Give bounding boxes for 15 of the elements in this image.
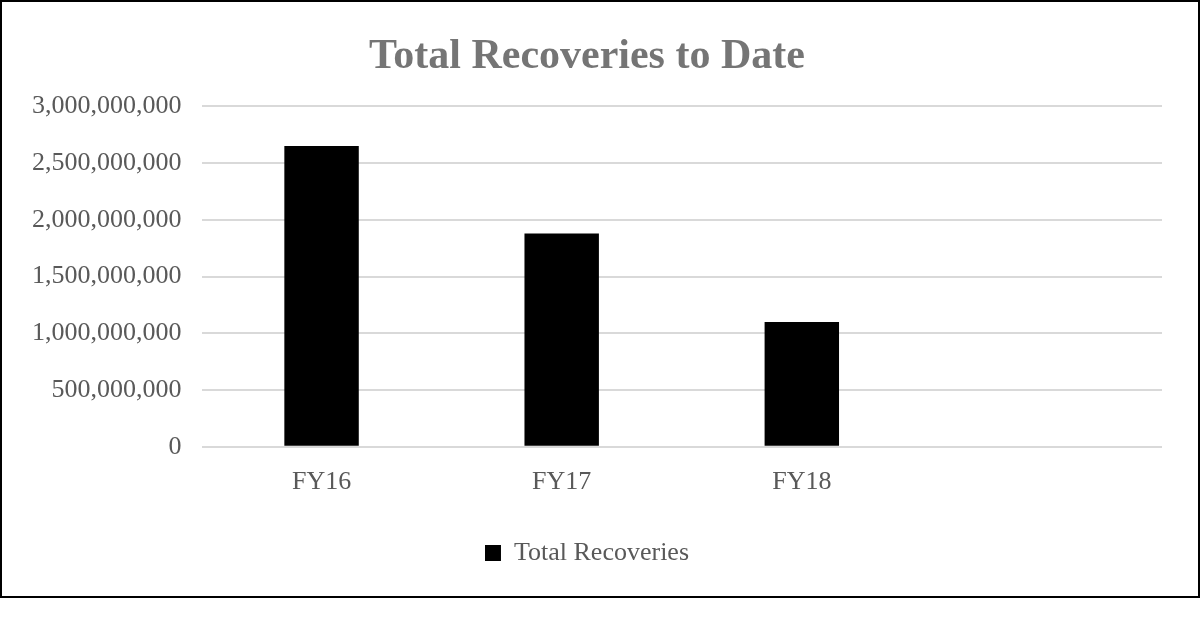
bar <box>524 233 599 446</box>
y-tick-label: 500,000,000 <box>51 373 182 403</box>
bar <box>284 146 359 446</box>
bar <box>764 321 840 446</box>
legend-label: Total Recoveries <box>513 536 690 566</box>
y-tick-label: 2,000,000,000 <box>32 203 182 233</box>
y-tick-label: 1,000,000,000 <box>32 317 182 347</box>
x-tick-label: FY16 <box>291 466 352 496</box>
chart-title: Total Recoveries to Date <box>369 31 805 78</box>
y-tick-label: 2,500,000,000 <box>32 146 182 176</box>
y-tick-label: 1,500,000,000 <box>32 260 182 290</box>
y-tick-label: 0 <box>168 430 182 460</box>
x-tick-label: FY18 <box>772 466 832 496</box>
y-tick-label: 3,000,000,000 <box>32 90 182 120</box>
x-tick-label: FY17 <box>532 466 592 496</box>
